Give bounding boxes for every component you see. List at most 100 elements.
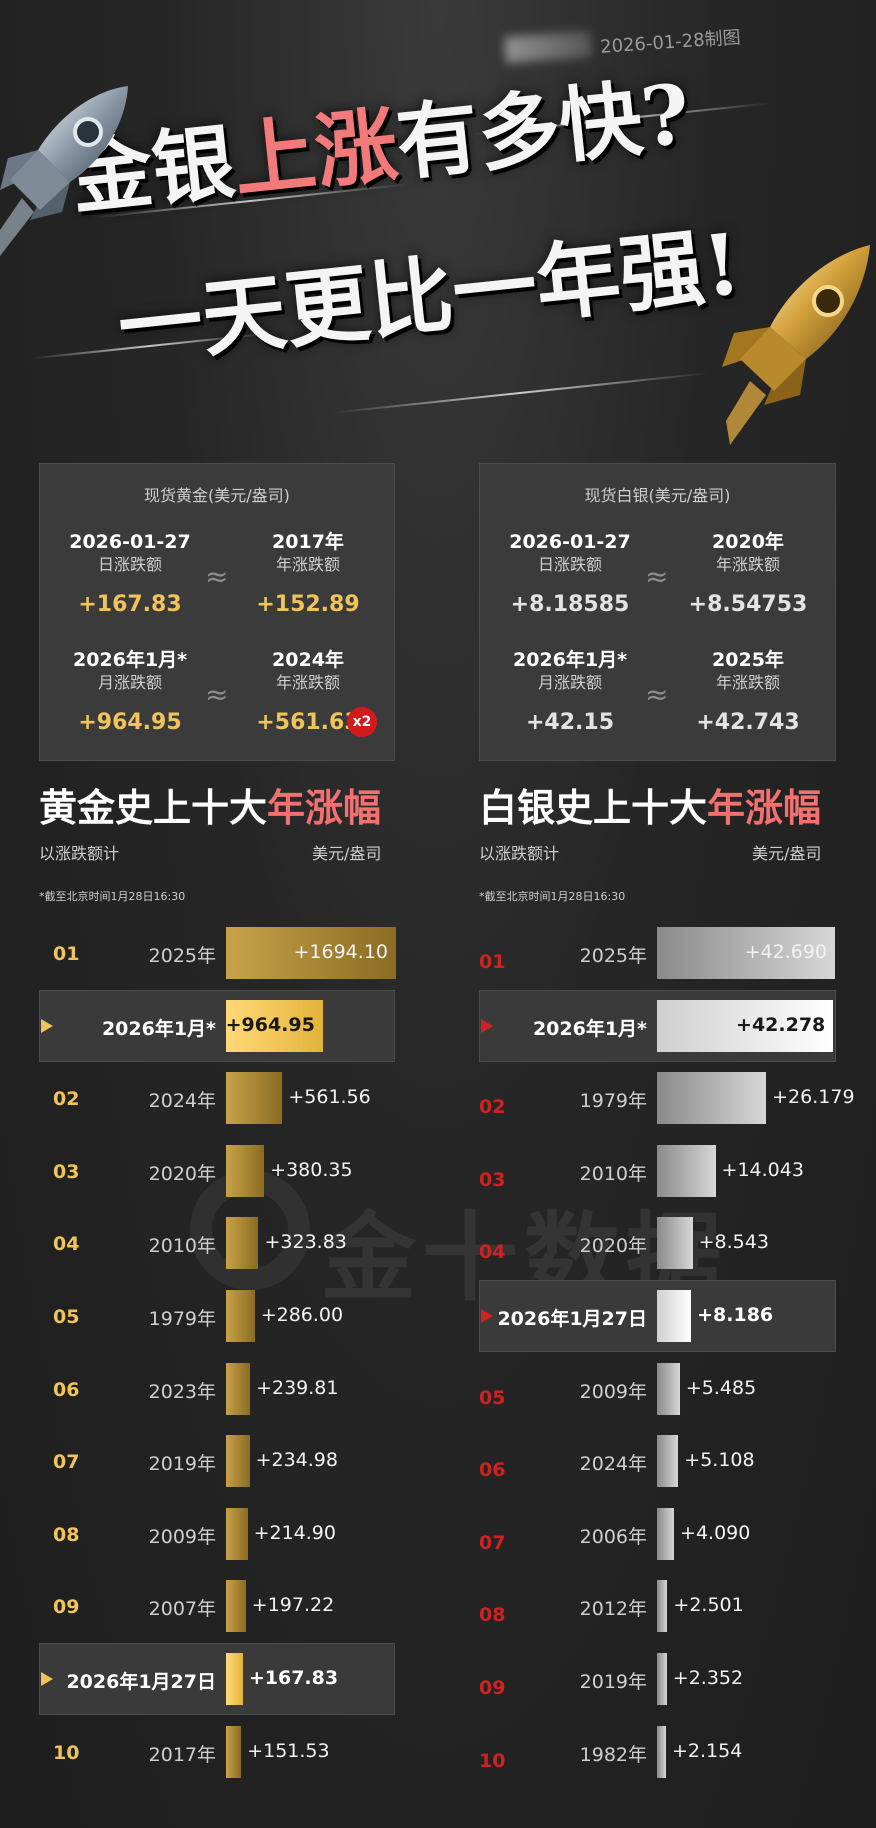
gold-bar <box>226 1580 246 1633</box>
silver-rank: 09 <box>479 1677 506 1699</box>
gold-monthly-label: 月涨跌额 <box>97 673 162 692</box>
silver-rocket-icon <box>0 86 128 256</box>
gold-daily-value: +167.83 <box>78 592 182 617</box>
silver-bar-value: +42.278 <box>736 1013 826 1036</box>
gold-bar <box>226 1290 255 1342</box>
approx-symbol: ≈ <box>645 678 669 711</box>
silver-bar <box>657 1653 667 1705</box>
gold-bar-label: 2026年1月* <box>101 1017 216 1040</box>
silver-bar <box>657 1217 693 1270</box>
gold-2017-value: +152.89 <box>256 592 360 617</box>
silver-rank: 08 <box>479 1604 506 1627</box>
headline-how-fast: 有多快? <box>392 66 695 193</box>
gold-2017-year: 2017年 <box>272 531 344 553</box>
silver-rank: 05 <box>479 1386 506 1409</box>
silver-rank: 01 <box>479 951 506 973</box>
silver-bar-label: 2012年 <box>579 1598 647 1621</box>
gold-bar <box>226 1217 259 1270</box>
gold-bar-label: 2020年 <box>148 1162 216 1185</box>
silver-2020-value: +8.54753 <box>688 592 808 617</box>
gold-bar-label: 2019年 <box>148 1453 216 1476</box>
gold-pointer-icon <box>41 1672 53 1686</box>
gold-bar-label: 2023年 <box>148 1380 216 1403</box>
gold-bar-label: 2025年 <box>148 945 216 967</box>
silver-daily-value: +8.18585 <box>510 592 630 617</box>
gold-bar <box>226 927 396 979</box>
silver-title-text: 白银史上十大 <box>479 785 708 830</box>
silver-bar-value: +5.485 <box>685 1376 757 1399</box>
gold-unit: 美元/盎司 <box>312 844 382 863</box>
silver-2020-year: 2020年 <box>712 531 784 553</box>
gold-bar-label: 2010年 <box>148 1235 216 1258</box>
gold-bar <box>226 1144 265 1197</box>
gold-rank: 01 <box>53 943 80 965</box>
silver-rank: 10 <box>479 1749 506 1772</box>
approx-symbol: ≈ <box>205 678 229 711</box>
silver-rank: 07 <box>479 1531 506 1554</box>
silver-bar-value: +8.543 <box>698 1231 769 1254</box>
silver-bar-value: +2.501 <box>673 1594 744 1617</box>
silver-bar-label: 1979年 <box>579 1090 647 1113</box>
silver-rank: 06 <box>479 1459 506 1482</box>
gold-note: *截至北京时间1月28日16:30 <box>39 890 186 903</box>
silver-monthly-value: +42.15 <box>525 710 615 735</box>
silver-bar <box>657 1362 680 1415</box>
silver-comparison-card: 现货白银(美元/盎司) 2026-01-27 日涨跌额 +8.18585 ≈ 2… <box>479 463 836 761</box>
gold-rank: 10 <box>53 1741 80 1764</box>
gold-2024-value: +561.63 <box>256 710 360 735</box>
gold-bar-value: +234.98 <box>255 1449 338 1472</box>
gold-rank: 09 <box>53 1596 80 1619</box>
gold-bar-value: +151.53 <box>247 1739 330 1762</box>
gold-highlight-row <box>39 1643 395 1715</box>
gold-rank: 08 <box>53 1523 80 1546</box>
silver-bar-value: +26.179 <box>772 1086 855 1109</box>
silver-2025-cell: 2025年 年涨跌额 +42.743 <box>673 648 823 735</box>
gold-bar-label: 2017年 <box>148 1743 216 1766</box>
gold-card-title: 现货黄金(美元/盎司) <box>144 486 290 505</box>
silver-pointer-icon <box>481 1309 493 1323</box>
gold-rank: 07 <box>53 1451 80 1474</box>
silver-bar-label: 2026年1月27日 <box>497 1308 647 1330</box>
headline-line-2: 一天更比一年强! <box>113 213 746 378</box>
gold-bar-label: 2007年 <box>148 1598 216 1621</box>
gold-bar-value: +561.56 <box>288 1086 371 1109</box>
gold-bar-value: +1694.10 <box>293 941 389 963</box>
headline-rise: 上涨 <box>228 96 403 210</box>
silver-subtitle: 以涨跌额计 <box>479 844 560 863</box>
silver-bar-value: +2.352 <box>672 1667 744 1689</box>
silver-monthly-date: 2026年1月* <box>512 649 628 671</box>
gold-title-highlight: 年涨幅 <box>267 785 382 830</box>
gold-bar <box>226 1507 248 1560</box>
silver-bar <box>657 1072 767 1125</box>
gold-bar-value: +323.83 <box>264 1231 347 1254</box>
silver-2020-cell: 2020年 年涨跌额 +8.54753 <box>673 530 823 617</box>
silver-daily-date: 2026-01-27 <box>509 531 631 553</box>
silver-bar-label: 1982年 <box>579 1743 647 1766</box>
gold-rank: 04 <box>53 1233 80 1256</box>
gold-bar <box>226 1072 283 1125</box>
gold-2017-cell: 2017年 年涨跌额 +152.89 <box>233 530 383 617</box>
approx-symbol: ≈ <box>205 560 229 593</box>
silver-bar-label: 2024年 <box>579 1453 647 1476</box>
gold-title-text: 黄金史上十大 <box>39 785 268 830</box>
silver-bar <box>657 999 834 1052</box>
silver-bar-label: 2019年 <box>579 1671 647 1693</box>
silver-bar-label: 2010年 <box>579 1162 647 1185</box>
gold-highlight-row <box>39 989 395 1062</box>
silver-2025-label: 年涨跌额 <box>715 673 780 692</box>
gold-bar <box>226 1362 251 1415</box>
gold-2024-cell: 2024年 年涨跌额 +561.63 <box>233 648 383 735</box>
silver-bar <box>657 1580 668 1633</box>
gold-bar <box>226 1725 242 1778</box>
gold-bar-value: +167.83 <box>248 1667 339 1689</box>
silver-bar <box>657 1144 716 1197</box>
silver-note: *截至北京时间1月28日16:30 <box>479 890 626 903</box>
gold-rank: 05 <box>53 1306 80 1328</box>
silver-bar-label: 2026年1月* <box>532 1017 647 1040</box>
gold-bar-value: +239.81 <box>256 1376 339 1399</box>
gold-monthly-value: +964.95 <box>78 710 182 735</box>
silver-bar <box>657 927 835 979</box>
gold-comparison-card: 现货黄金(美元/盎司) 2026-01-27 日涨跌额 +167.83 ≈ 20… <box>39 463 395 761</box>
gold-bar <box>226 1435 250 1488</box>
gold-bar-label: 1979年 <box>148 1308 216 1330</box>
